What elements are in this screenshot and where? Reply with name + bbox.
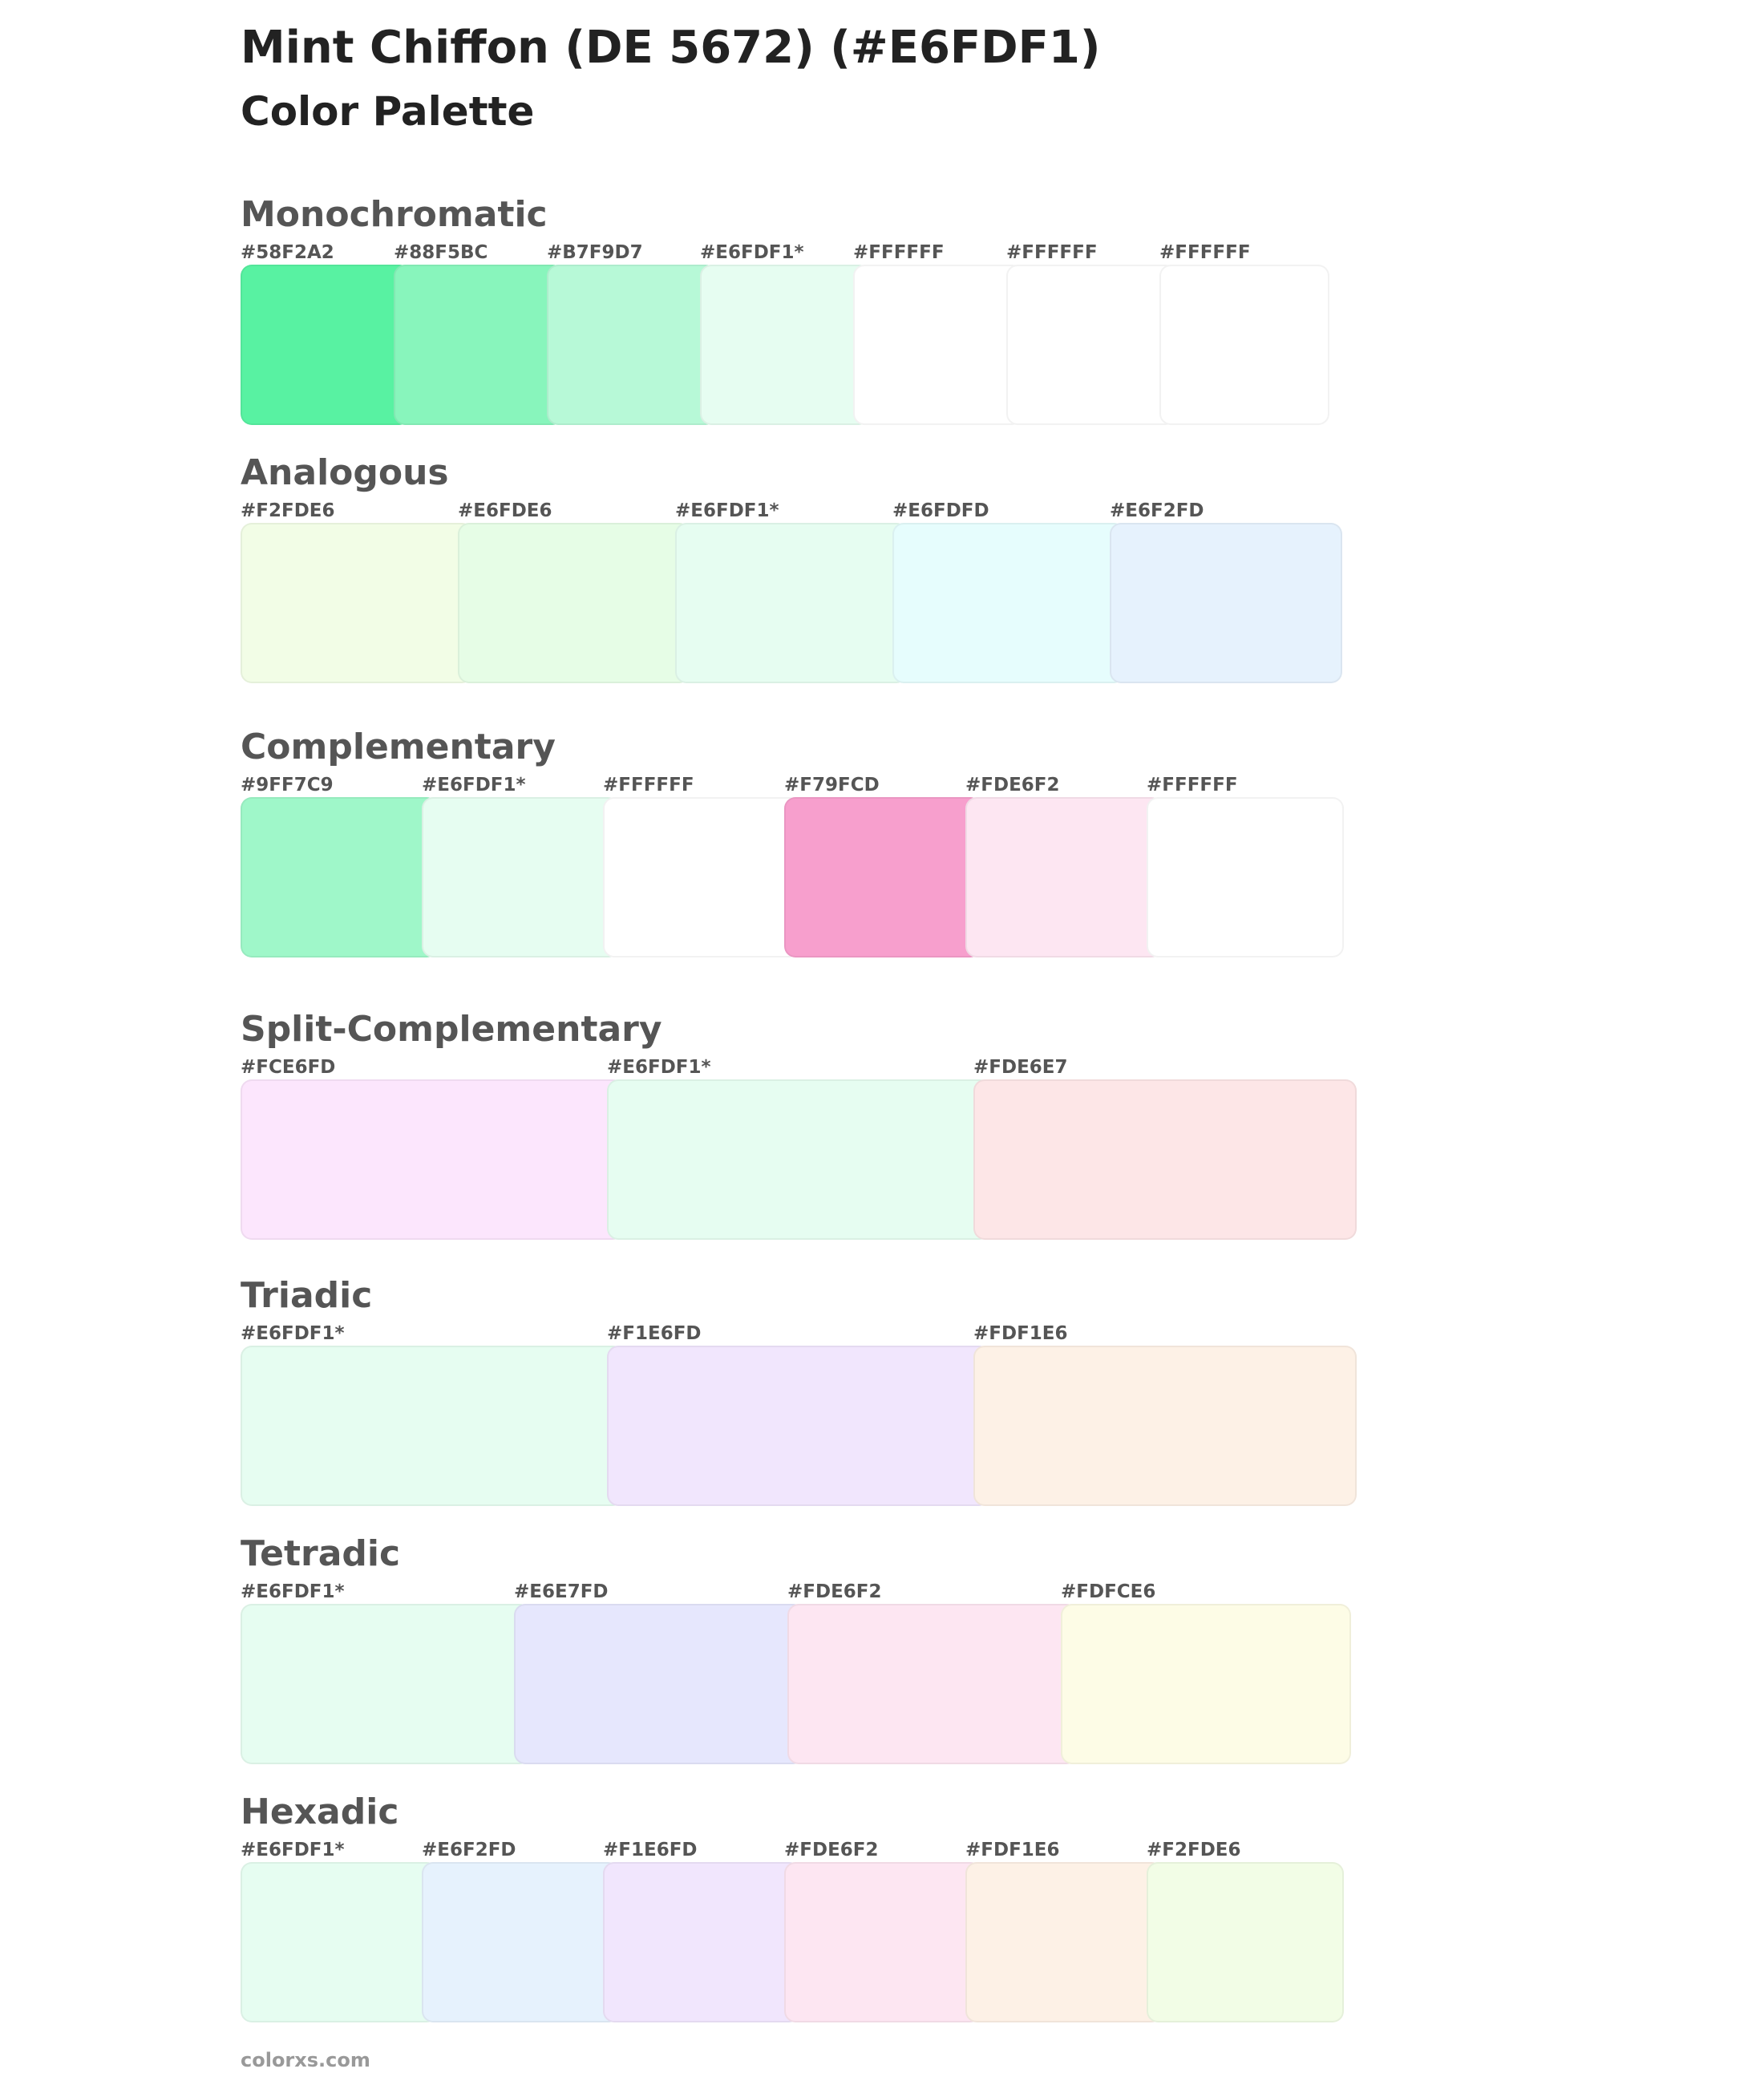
swatch-hex-label: #88F5BC xyxy=(394,242,488,263)
site-credit: colorxs.com xyxy=(241,2049,370,2071)
color-swatch[interactable] xyxy=(607,1346,990,1506)
swatch-hex-label: #F1E6FD xyxy=(603,1840,698,1860)
color-swatch[interactable] xyxy=(700,265,870,425)
swatch-hex-label: #E6E7FD xyxy=(514,1581,609,1602)
color-swatch[interactable] xyxy=(1061,1604,1351,1764)
color-swatch[interactable] xyxy=(853,265,1023,425)
swatch-label-row: #F2FDE6 #E6FDE6 #E6FDF1* #E6FDFD #E6F2FD xyxy=(241,499,1342,523)
swatch-hex-label: #FDE6F2 xyxy=(787,1581,882,1602)
swatch-hex-label: #F79FCD xyxy=(784,775,880,796)
page-subtitle: Color Palette xyxy=(241,88,535,135)
swatch-label-row: #58F2A2 #88F5BC #B7F9D7 #E6FDF1* #FFFFFF #FFF… xyxy=(241,241,1329,265)
color-swatch[interactable] xyxy=(422,1862,619,2022)
color-swatch[interactable] xyxy=(422,797,619,957)
color-swatch[interactable] xyxy=(241,1862,438,2022)
color-swatch[interactable] xyxy=(603,797,800,957)
swatch-label-row: #FCE6FD #E6FDF1* #FDE6E7 xyxy=(241,1055,1357,1079)
swatch-row xyxy=(241,797,1344,957)
section-title: Triadic xyxy=(241,1275,373,1316)
swatch-row xyxy=(241,1346,1357,1506)
color-swatch[interactable] xyxy=(965,797,1163,957)
swatch-hex-label: #FDE6F2 xyxy=(784,1840,879,1860)
swatch-hex-label: #58F2A2 xyxy=(241,242,334,263)
color-swatch[interactable] xyxy=(973,1079,1357,1240)
swatch-hex-label: #B7F9D7 xyxy=(547,242,643,263)
color-swatch[interactable] xyxy=(241,1346,624,1506)
color-swatch[interactable] xyxy=(1006,265,1176,425)
swatch-row xyxy=(241,523,1342,683)
swatch-hex-label: #E6FDF1* xyxy=(422,775,526,796)
swatch-hex-label: #E6F2FD xyxy=(1110,500,1204,521)
section-title: Tetradic xyxy=(241,1533,401,1574)
swatch-hex-label: #E6FDF1* xyxy=(675,500,779,521)
swatch-hex-label: #FDF1E6 xyxy=(973,1323,1068,1344)
color-swatch[interactable] xyxy=(241,265,411,425)
swatch-hex-label: #FDE6F2 xyxy=(965,775,1060,796)
swatch-hex-label: #FFFFFF xyxy=(853,242,945,263)
section-title: Split-Complementary xyxy=(241,1009,662,1050)
color-swatch[interactable] xyxy=(892,523,1125,683)
swatch-label-row: #9FF7C9 #E6FDF1* #FFFFFF #F79FCD #FDE6F2 #FFF… xyxy=(241,773,1344,797)
swatch-label-row: #E6FDF1* #E6E7FD #FDE6F2 #FDFCE6 xyxy=(241,1580,1351,1604)
color-swatch[interactable] xyxy=(973,1346,1357,1506)
section-title: Complementary xyxy=(241,727,556,767)
color-swatch[interactable] xyxy=(784,797,981,957)
color-swatch[interactable] xyxy=(603,1862,800,2022)
color-swatch[interactable] xyxy=(787,1604,1078,1764)
swatch-row xyxy=(241,265,1329,425)
swatch-hex-label: #FDE6E7 xyxy=(973,1057,1068,1078)
swatch-hex-label: #E6FDF1* xyxy=(607,1057,711,1078)
swatch-hex-label: #FCE6FD xyxy=(241,1057,336,1078)
color-swatch[interactable] xyxy=(1147,797,1344,957)
color-swatch[interactable] xyxy=(241,1604,531,1764)
swatch-hex-label: #FDFCE6 xyxy=(1061,1581,1156,1602)
swatch-hex-label: #9FF7C9 xyxy=(241,775,334,796)
color-swatch[interactable] xyxy=(514,1604,804,1764)
swatch-hex-label: #E6FDF1* xyxy=(241,1323,345,1344)
swatch-label-row: #E6FDF1* #F1E6FD #FDF1E6 xyxy=(241,1322,1357,1346)
color-swatch[interactable] xyxy=(1147,1862,1344,2022)
color-swatch[interactable] xyxy=(607,1079,990,1240)
color-swatch[interactable] xyxy=(458,523,690,683)
swatch-hex-label: #E6FDF1* xyxy=(241,1840,345,1860)
swatch-hex-label: #E6FDE6 xyxy=(458,500,552,521)
swatch-row xyxy=(241,1604,1351,1764)
swatch-hex-label: #E6FDF1* xyxy=(241,1581,345,1602)
swatch-hex-label: #E6F2FD xyxy=(422,1840,516,1860)
page-title: Mint Chiffon (DE 5672) (#E6FDF1) xyxy=(241,22,1101,74)
swatch-hex-label: #FFFFFF xyxy=(1006,242,1098,263)
swatch-hex-label: #FDF1E6 xyxy=(965,1840,1060,1860)
section-title: Analogous xyxy=(241,452,449,493)
swatch-hex-label: #E6FDF1* xyxy=(700,242,804,263)
swatch-hex-label: #FFFFFF xyxy=(603,775,694,796)
color-swatch[interactable] xyxy=(965,1862,1163,2022)
color-swatch[interactable] xyxy=(241,797,438,957)
color-swatch[interactable] xyxy=(1110,523,1342,683)
swatch-hex-label: #F2FDE6 xyxy=(1147,1840,1241,1860)
swatch-row xyxy=(241,1862,1344,2022)
color-swatch[interactable] xyxy=(241,1079,624,1240)
swatch-row xyxy=(241,1079,1357,1240)
color-swatch[interactable] xyxy=(394,265,564,425)
section-title: Hexadic xyxy=(241,1791,399,1832)
section-title: Monochromatic xyxy=(241,194,548,235)
swatch-hex-label: #E6FDFD xyxy=(892,500,989,521)
color-swatch[interactable] xyxy=(675,523,908,683)
color-swatch[interactable] xyxy=(241,523,473,683)
swatch-hex-label: #FFFFFF xyxy=(1147,775,1238,796)
swatch-label-row: #E6FDF1* #E6F2FD #F1E6FD #FDE6F2 #FDF1E6 #F2F… xyxy=(241,1838,1344,1862)
swatch-hex-label: #F1E6FD xyxy=(607,1323,702,1344)
swatch-hex-label: #FFFFFF xyxy=(1159,242,1251,263)
color-swatch[interactable] xyxy=(1159,265,1329,425)
color-swatch[interactable] xyxy=(784,1862,981,2022)
color-swatch[interactable] xyxy=(547,265,717,425)
swatch-hex-label: #F2FDE6 xyxy=(241,500,335,521)
